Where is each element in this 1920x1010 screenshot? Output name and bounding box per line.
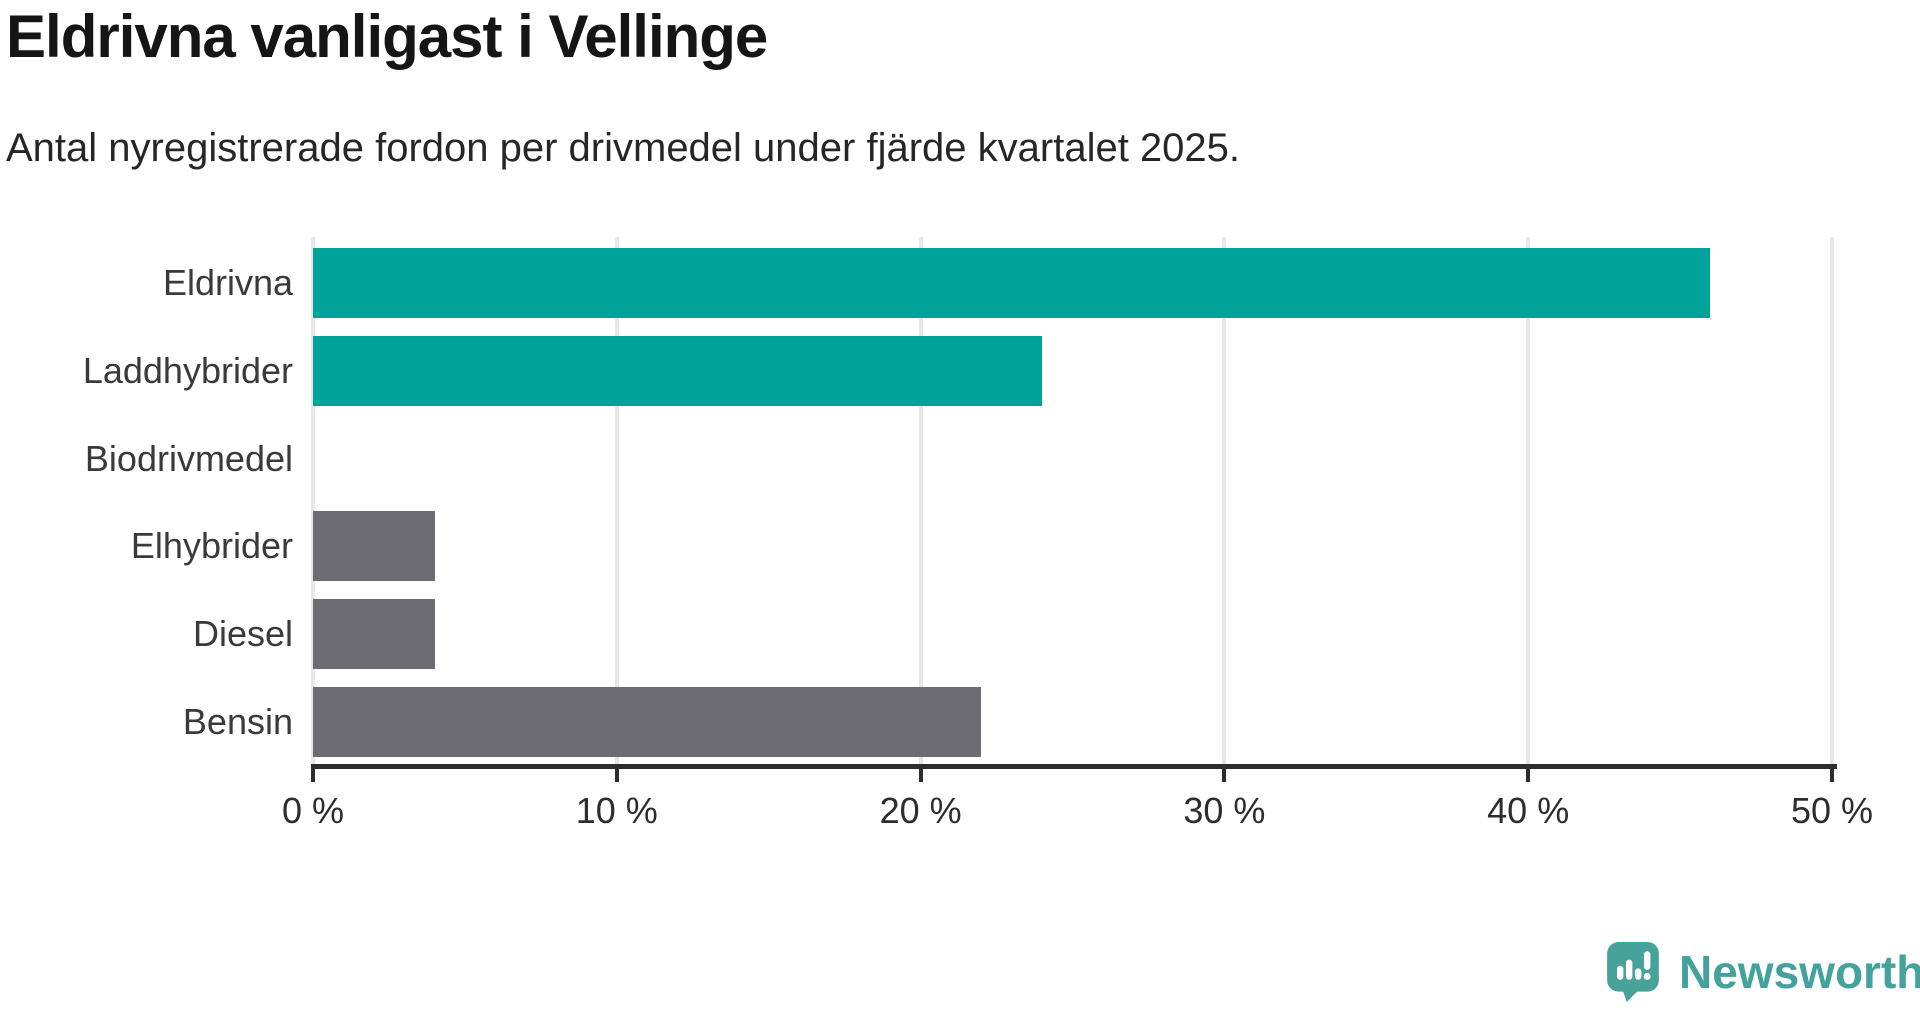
x-tick-label-10: 10 % <box>575 790 658 831</box>
bar-bensin <box>313 687 981 757</box>
x-tick-10 <box>614 768 619 782</box>
newsworthy-logo-text: Newsworthy <box>1679 946 1920 998</box>
x-tick-label-40: 40 % <box>1487 790 1570 831</box>
x-tick-20 <box>918 768 923 782</box>
gridline-30 <box>1222 237 1227 764</box>
gridline-10 <box>614 237 619 764</box>
category-label-eldrivna: Eldrivna <box>162 262 293 303</box>
bar-laddhybrider <box>313 336 1042 406</box>
category-label-elhybrider: Elhybrider <box>130 525 293 566</box>
gridline-40 <box>1526 237 1531 764</box>
bar-elhybrider <box>313 511 435 581</box>
category-label-bensin: Bensin <box>182 701 293 742</box>
bar-eldrivna <box>313 248 1710 318</box>
category-label-laddhybrider: Laddhybrider <box>82 350 293 391</box>
newsworthy-logo-icon <box>1607 942 1659 1002</box>
x-tick-30 <box>1222 768 1227 782</box>
x-tick-0 <box>311 768 315 782</box>
newsworthy-logo: Newsworthy <box>1607 942 1920 1002</box>
x-axis-line <box>311 764 1837 769</box>
x-tick-label-20: 20 % <box>879 790 962 831</box>
x-tick-label-50: 50 % <box>1790 790 1874 831</box>
x-tick-label-0: 0 % <box>281 790 345 831</box>
gridline-50 <box>1830 237 1834 764</box>
x-tick-label-30: 30 % <box>1183 790 1266 831</box>
x-tick-50 <box>1830 768 1834 782</box>
bar-diesel <box>313 599 435 669</box>
gridline-20 <box>918 237 923 764</box>
x-tick-40 <box>1526 768 1531 782</box>
category-label-diesel: Diesel <box>192 613 293 654</box>
chart-title: Eldrivna vanligast i Vellinge <box>6 3 768 70</box>
category-label-biodrivmedel: Biodrivmedel <box>84 438 293 479</box>
chart-subtitle: Antal nyregistrerade fordon per drivmede… <box>6 126 1241 170</box>
gridline-0 <box>311 237 315 764</box>
